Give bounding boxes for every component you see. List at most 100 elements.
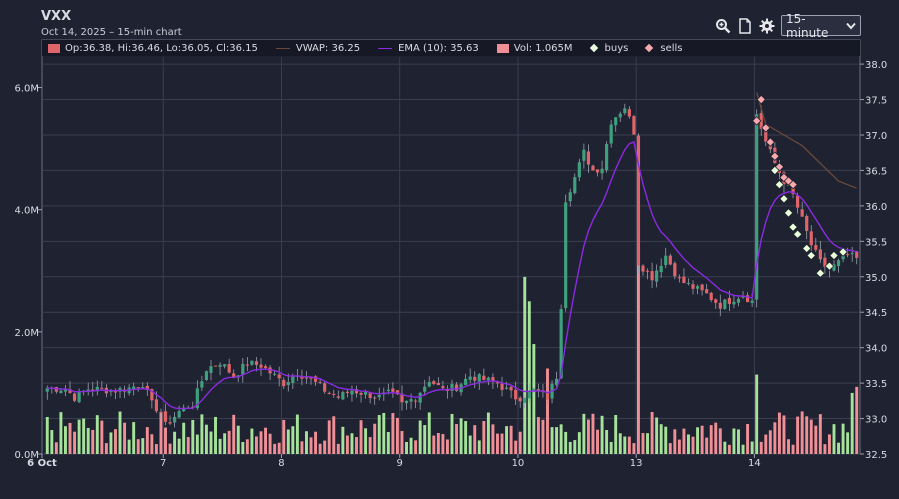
candle-body [523, 397, 527, 404]
volume-bar [232, 414, 236, 454]
price-tick-label: 35.0 [865, 273, 887, 284]
volume-bar [636, 228, 640, 454]
candle-body [241, 363, 245, 375]
volume-bar [82, 418, 86, 454]
candle-body [277, 374, 281, 379]
price-tick-label: 38.0 [865, 60, 887, 71]
candle-body [514, 389, 518, 400]
candle-body [636, 135, 641, 266]
volume-bar [668, 443, 672, 454]
volume-bar [109, 432, 113, 454]
volume-tick-label: 2.0M [14, 328, 39, 339]
candle-body [718, 302, 722, 309]
candle-body [132, 386, 136, 390]
volume-bar [386, 431, 390, 454]
candle-body [791, 185, 795, 194]
volume-bar [568, 441, 572, 454]
sell-marker [788, 179, 798, 190]
document-icon[interactable] [737, 17, 753, 34]
volume-bar [391, 413, 395, 454]
legend-vol-text: Vol: 1.065M [513, 42, 573, 54]
volume-bar [650, 412, 654, 454]
volume-bar [314, 431, 318, 454]
candle-body [91, 389, 95, 391]
volume-bar [523, 276, 527, 454]
candle-body [227, 364, 231, 373]
volume-bar [91, 429, 95, 454]
volume-bar [136, 439, 140, 454]
volume-bar [750, 441, 754, 454]
candle-body [491, 377, 495, 382]
volume-bar [509, 425, 513, 454]
volume-bar [546, 368, 549, 454]
candle-body [145, 385, 149, 391]
volume-bar [459, 418, 463, 454]
candle-body [414, 400, 418, 402]
date-tick-label: 14 [748, 458, 761, 469]
chart-subtitle: Oct 14, 2025 – 15-min chart [41, 27, 182, 38]
candle-body [254, 361, 259, 365]
legend-ohlc: Op:36.38, Hi:36.46, Lo:36.05, Cl:36.15 [48, 43, 258, 54]
buy-marker [774, 179, 785, 190]
buy-marker [838, 247, 848, 257]
price-tick-label: 37.5 [865, 96, 887, 107]
legend-ema-text: EMA (10): 35.63 [398, 42, 479, 54]
candle-body [432, 381, 436, 385]
legend-ema: EMA (10): 35.63 [378, 43, 479, 54]
volume-bar [586, 419, 590, 454]
volume-bar [518, 431, 522, 454]
gear-icon[interactable] [759, 18, 775, 34]
volume-bar [787, 439, 790, 454]
sell-marker [761, 123, 771, 133]
volume-bar [550, 427, 554, 454]
volume-bar [850, 392, 854, 454]
volume-tick-label: 0.0M [14, 450, 39, 461]
zoom-in-icon[interactable] [715, 18, 731, 34]
price-tick-label: 34.0 [865, 344, 887, 355]
candle-body [309, 377, 313, 379]
sell-marker [765, 137, 776, 147]
candle-body [150, 389, 154, 401]
candle-body [836, 260, 841, 267]
candle-body [500, 383, 504, 390]
volume-bar [755, 374, 759, 454]
candle-body [200, 381, 204, 388]
candle-body [518, 397, 522, 402]
candle-body [723, 299, 727, 309]
volume-bar [514, 440, 518, 454]
candle-body [555, 378, 559, 385]
buy-marker [824, 261, 835, 271]
volume-bar [623, 436, 627, 454]
candle-body [300, 376, 304, 379]
candle-body [686, 283, 691, 285]
volume-bar [127, 439, 131, 454]
legend-ohlc-text: Op:36.38, Hi:36.46, Lo:36.05, Cl:36.15 [65, 42, 258, 54]
volume-bar [455, 424, 459, 454]
candle-body [568, 192, 572, 202]
volume-bar [427, 412, 431, 454]
volume-bar [405, 441, 408, 454]
volume-bar [200, 414, 204, 454]
candle-body [473, 376, 477, 381]
candle-body [668, 255, 672, 265]
volume-bar [332, 416, 336, 454]
candle-body [336, 396, 340, 398]
volume-bar [345, 435, 349, 454]
volume-bar [746, 424, 750, 454]
candle-body [527, 390, 531, 399]
volume-bar [255, 436, 258, 454]
candle-body [232, 373, 236, 378]
legend-sells: sells [645, 43, 683, 54]
interval-select-value: 15-minute [786, 11, 829, 40]
candle-body [814, 245, 818, 250]
volume-bar [600, 415, 604, 454]
interval-select[interactable]: 15-minute [781, 12, 861, 40]
volume-bar [214, 416, 217, 454]
candle-body [377, 395, 381, 398]
volume-bar [855, 386, 859, 454]
candle-body [595, 169, 600, 173]
volume-bar [341, 426, 345, 454]
volume-bar [777, 412, 781, 454]
volume-bar [395, 417, 399, 454]
